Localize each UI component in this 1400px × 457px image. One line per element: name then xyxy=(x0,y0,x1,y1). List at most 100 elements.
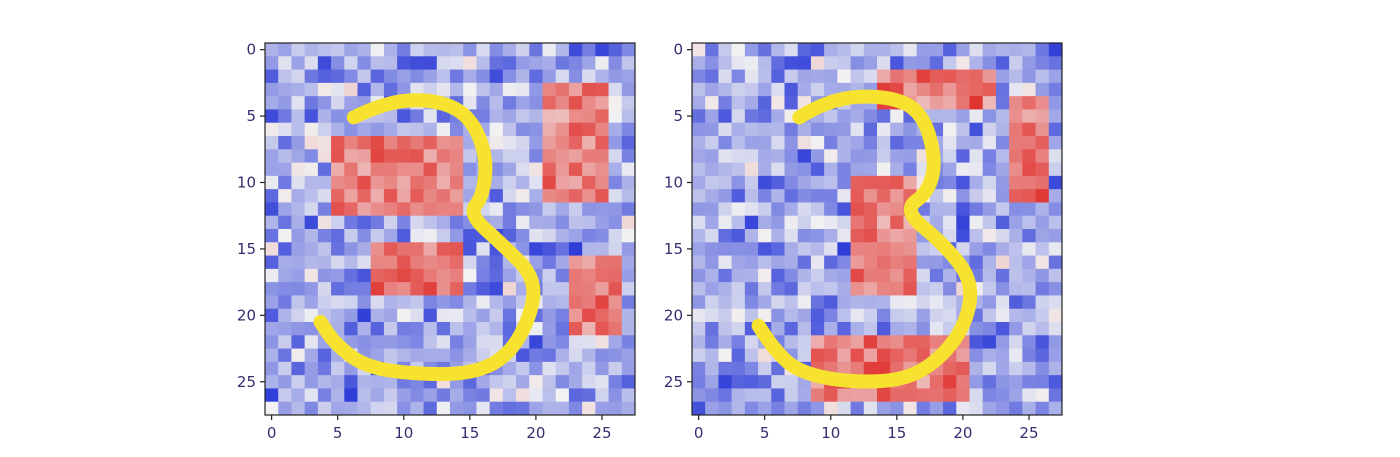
heatmap-cell xyxy=(810,388,825,403)
heatmap-cell xyxy=(837,322,851,336)
heatmap-cell xyxy=(837,162,851,177)
heatmap-cell xyxy=(436,308,451,323)
heatmap-cell xyxy=(555,282,570,296)
heatmap-cell xyxy=(397,295,411,310)
heatmap-cell xyxy=(304,375,319,389)
heatmap-cell xyxy=(265,215,279,230)
heatmap-cell xyxy=(450,308,464,323)
heatmap-cell xyxy=(1048,215,1063,230)
heatmap-cell xyxy=(969,388,984,403)
heatmap-cell xyxy=(692,282,706,296)
heatmap-cell xyxy=(516,43,530,57)
heatmap-cell xyxy=(718,96,733,110)
heatmap-cell xyxy=(863,69,878,84)
heatmap-cell xyxy=(731,162,746,177)
heatmap-cell xyxy=(436,215,451,230)
heatmap-cell xyxy=(692,43,706,57)
heatmap-cell xyxy=(943,122,957,137)
heatmap-cell xyxy=(758,282,772,296)
heatmap-cell xyxy=(317,282,332,296)
heatmap-cell xyxy=(890,56,904,70)
heatmap-cell xyxy=(877,229,891,243)
heatmap-cell xyxy=(410,308,424,323)
heatmap-cell xyxy=(1009,56,1023,70)
heatmap-cell xyxy=(824,242,838,256)
heatmap-cell xyxy=(1048,162,1063,177)
heatmap-cell xyxy=(982,295,997,310)
heatmap-cell xyxy=(595,229,609,243)
heatmap-cell xyxy=(568,109,583,124)
heatmap-cell xyxy=(317,215,332,230)
heatmap-cell xyxy=(850,348,865,363)
heatmap-cell xyxy=(397,82,411,97)
heatmap-cell xyxy=(502,322,517,336)
heatmap-cell xyxy=(568,242,583,256)
heatmap-cell xyxy=(555,189,570,203)
heatmap-cell xyxy=(956,122,970,137)
heatmap-cell xyxy=(317,56,332,70)
heatmap-cell xyxy=(463,56,477,70)
heatmap-cell xyxy=(265,162,279,177)
heatmap-cell xyxy=(1035,308,1050,323)
heatmap-cell xyxy=(744,255,759,270)
heatmap-cell xyxy=(304,282,319,296)
heatmap-cell xyxy=(824,322,838,336)
heatmap-cell xyxy=(995,242,1010,256)
heatmap-cell xyxy=(1022,149,1036,163)
heatmap-cell xyxy=(621,69,636,84)
heatmap-cell xyxy=(771,242,785,256)
heatmap-cell xyxy=(771,388,785,403)
heatmap-cell xyxy=(331,189,345,203)
heatmap-cell xyxy=(476,401,491,416)
heatmap-cell xyxy=(837,136,851,150)
heatmap-cell xyxy=(1009,282,1023,296)
heatmap-cell xyxy=(423,255,438,270)
heatmap-cell xyxy=(1048,229,1063,243)
heatmap-cell xyxy=(621,56,636,70)
heatmap-cell xyxy=(582,109,596,124)
heatmap-cell xyxy=(692,175,706,190)
heatmap-cell xyxy=(357,335,372,349)
heatmap-cell xyxy=(771,136,785,150)
heatmap-cell xyxy=(718,82,733,97)
heatmap-cell xyxy=(291,82,306,97)
heatmap-cell xyxy=(877,282,891,296)
heatmap-cell xyxy=(291,149,306,163)
heatmap-cell xyxy=(692,109,706,124)
heatmap-cell xyxy=(608,202,623,217)
heatmap-cell xyxy=(1009,401,1023,416)
heatmap-cell xyxy=(370,82,385,97)
heatmap-cell xyxy=(1048,122,1063,137)
heatmap-cell xyxy=(771,255,785,270)
heatmap-cell xyxy=(982,375,997,389)
heatmap-cell xyxy=(317,202,332,217)
heatmap-cell xyxy=(582,308,596,323)
heatmap-cell xyxy=(344,82,358,97)
heatmap-cell xyxy=(1035,388,1050,403)
heatmap-cell xyxy=(582,189,596,203)
heatmap-cell xyxy=(370,282,385,296)
heatmap-cell xyxy=(423,202,438,217)
heatmap-cell xyxy=(582,82,596,97)
heatmap-cell xyxy=(1009,82,1023,97)
heatmap-cell xyxy=(568,322,583,336)
heatmap-cell xyxy=(890,162,904,177)
heatmap-cell xyxy=(502,109,517,124)
heatmap-cell xyxy=(450,149,464,163)
heatmap-cell xyxy=(357,242,372,256)
heatmap-cell xyxy=(890,109,904,124)
heatmap-cell xyxy=(1022,229,1036,243)
heatmap-cell xyxy=(291,56,306,70)
heatmap-cell xyxy=(969,361,984,376)
heatmap-cell xyxy=(357,82,372,97)
heatmap-cell xyxy=(463,149,477,163)
heatmap-cell xyxy=(436,401,451,416)
heatmap-cell xyxy=(1048,308,1063,323)
heatmap-cell xyxy=(463,43,477,57)
heatmap-cell xyxy=(1022,282,1036,296)
heatmap-cell xyxy=(555,388,570,403)
heatmap-cell xyxy=(956,109,970,124)
heatmap-cell xyxy=(1009,149,1023,163)
x-tick-label: 5 xyxy=(760,424,770,442)
x-tick-label: 20 xyxy=(526,424,545,442)
